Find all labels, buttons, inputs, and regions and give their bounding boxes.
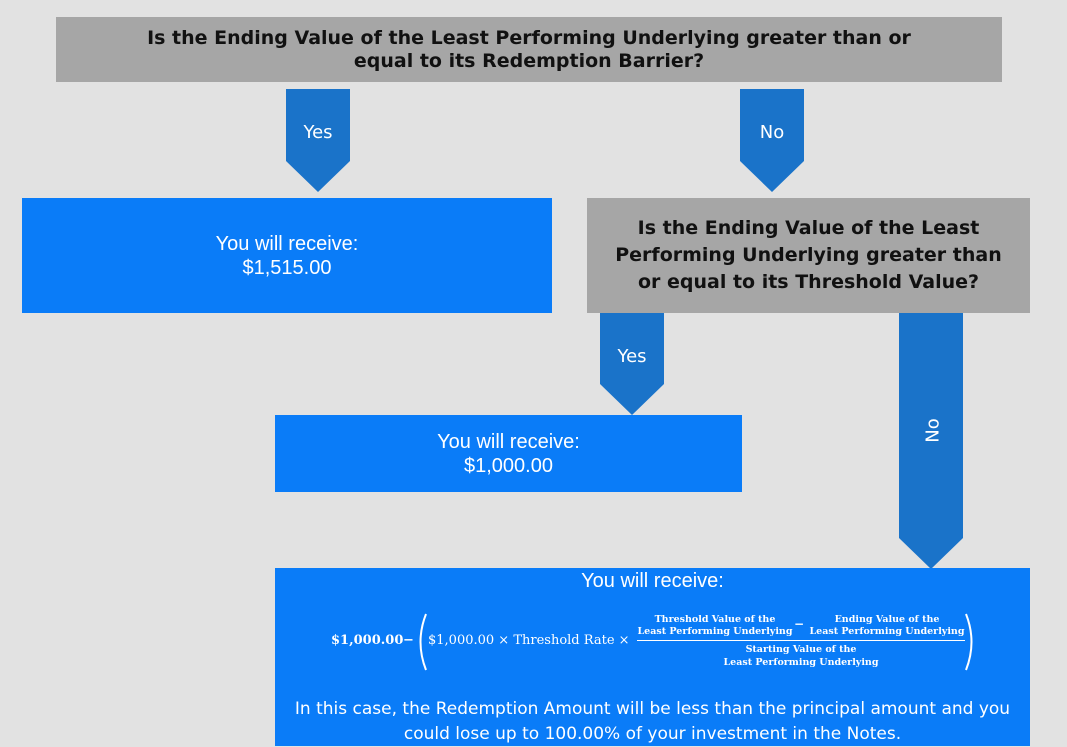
formula-numerator-right: Ending Value of the Least Performing Und… [809, 614, 965, 638]
outcome-redemption-amount-box: You will receive: $1,515.00 [22, 198, 552, 313]
outcome-1-amount: $1,515.00 [242, 256, 332, 279]
redemption-formula: $1,000.00 − $1,000.00 × Threshold Rate ×… [275, 608, 1030, 698]
outcome-2-label: You will receive: [437, 430, 580, 453]
num-left-line2: Least Performing Underlying [637, 626, 793, 637]
formula-denominator: Starting Value of the Least Performing U… [637, 643, 965, 669]
no-arrow-2 [899, 312, 963, 569]
outcome-1-label: You will receive: [215, 232, 359, 255]
num-right-line1: Ending Value of the [834, 614, 940, 625]
question-threshold-value-text: Is the Ending Value of the Least Perform… [615, 217, 1002, 293]
outcome-loss-box: You will receive: $1,000.00 − $1,000.00 … [275, 568, 1030, 746]
den-line1: Starting Value of the [745, 644, 857, 655]
no-label-1: No [759, 122, 785, 143]
question-redemption-barrier-text: Is the Ending Value of the Least Perform… [147, 26, 911, 72]
question-threshold-value: Is the Ending Value of the Least Perform… [587, 198, 1030, 313]
num-left-line1: Threshold Value of the [654, 614, 776, 625]
no-label-2: No [922, 418, 944, 443]
yes-arrow-1 [286, 89, 350, 192]
formula-fraction-bar [637, 640, 965, 641]
outcome-3-label: You will receive: [581, 570, 724, 592]
formula-principal: $1,000.00 [331, 633, 404, 648]
right-paren [965, 613, 973, 671]
outcome-principal-box: You will receive: $1,000.00 [275, 415, 742, 492]
left-paren [419, 613, 427, 671]
question-redemption-barrier: Is the Ending Value of the Least Perform… [56, 17, 1002, 82]
formula-minus: − [403, 633, 414, 648]
num-right-line2: Least Performing Underlying [809, 626, 965, 637]
yes-label-1: Yes [303, 122, 333, 143]
outcome-3-note: In this case, the Redemption Amount will… [294, 699, 1011, 744]
outcome-2-amount: $1,000.00 [464, 454, 553, 477]
formula-numerator-left: Threshold Value of the Least Performing … [637, 614, 793, 638]
yes-label-2: Yes [617, 346, 647, 367]
den-line2: Least Performing Underlying [723, 657, 879, 668]
formula-inner-term: $1,000.00 × Threshold Rate × [428, 633, 630, 648]
formula-numerator-minus: − [794, 617, 805, 631]
yes-arrow-2 [600, 312, 664, 415]
no-arrow-1 [740, 89, 804, 192]
